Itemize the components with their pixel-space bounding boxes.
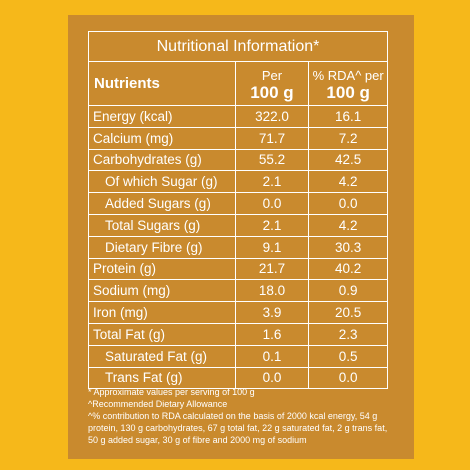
per-100g-value: 322.0: [234, 105, 310, 128]
header-per-unit: 100 g: [250, 82, 294, 102]
per-100g-value: 9.1: [234, 235, 310, 259]
nutrient-name: Total Fat (g): [88, 322, 236, 346]
nutrient-name: Total Sugars (g): [88, 213, 236, 237]
nutrient-name: Energy (kcal): [88, 105, 236, 128]
table-header: Nutrients Per 100 g % RDA^ per 100 g: [88, 61, 388, 106]
footnote-approx: * Approximate values per serving of 100 …: [88, 387, 255, 397]
per-100g-value: 18.0: [234, 279, 310, 303]
table-row: Energy (kcal) 322.0 16.1: [88, 105, 388, 128]
nutrient-name: Protein (g): [88, 257, 236, 281]
header-rda-per-100g: % RDA^ per 100 g: [308, 61, 388, 106]
header-per-100g: Per 100 g: [234, 61, 310, 106]
table-row: Total Fat (g) 1.6 2.3: [88, 322, 388, 346]
rda-value: 0.9: [308, 279, 388, 303]
table-row: Iron (mg) 3.9 20.5: [88, 301, 388, 324]
header-rda-label: % RDA^ per: [312, 67, 384, 83]
rda-value: 20.5: [308, 301, 388, 324]
rda-value: 30.3: [308, 235, 388, 259]
footnote-rda: ^Recommended Dietary Allowance: [88, 399, 228, 409]
per-100g-value: 0.1: [234, 344, 310, 368]
rda-value: 2.3: [308, 322, 388, 346]
footnote-basis: ^% contribution to RDA calculated on the…: [88, 411, 388, 445]
nutrient-name: Sodium (mg): [88, 279, 236, 303]
rda-value: 7.2: [308, 126, 388, 150]
per-100g-value: 55.2: [234, 148, 310, 172]
table-title: Nutritional Information*: [88, 31, 388, 62]
per-100g-value: 3.9: [234, 301, 310, 324]
rda-value: 0.0: [308, 366, 388, 390]
table-row: Of which Sugar (g) 2.1 4.2: [88, 170, 388, 194]
rda-value: 0.0: [308, 192, 388, 215]
per-100g-value: 0.0: [234, 192, 310, 215]
table-row: Carbohydrates (g) 55.2 42.5: [88, 148, 388, 172]
table-row: Calcium (mg) 71.7 7.2: [88, 126, 388, 150]
nutrient-name: Iron (mg): [88, 301, 236, 324]
nutrient-name: Saturated Fat (g): [88, 344, 236, 368]
nutrition-panel: Nutritional Information* Nutrients Per 1…: [68, 15, 414, 459]
rda-value: 16.1: [308, 105, 388, 128]
nutrient-name: Added Sugars (g): [88, 192, 236, 215]
nutrient-name: Dietary Fibre (g): [88, 235, 236, 259]
header-rda-unit: 100 g: [326, 82, 370, 102]
table-row: Trans Fat (g) 0.0 0.0: [88, 366, 388, 390]
nutrition-table: Nutritional Information* Nutrients Per 1…: [88, 31, 388, 390]
table-row: Saturated Fat (g) 0.1 0.5: [88, 344, 388, 368]
per-100g-value: 21.7: [234, 257, 310, 281]
per-100g-value: 2.1: [234, 170, 310, 194]
table-row: Sodium (mg) 18.0 0.9: [88, 279, 388, 303]
nutrient-rows: Energy (kcal) 322.0 16.1 Calcium (mg) 71.7 7.…: [88, 105, 388, 390]
nutrient-name: Trans Fat (g): [88, 366, 236, 390]
table-row: Protein (g) 21.7 40.2: [88, 257, 388, 281]
nutrient-name: Carbohydrates (g): [88, 148, 236, 172]
rda-value: 4.2: [308, 170, 388, 194]
nutrient-name: Calcium (mg): [88, 126, 236, 150]
footnotes: * Approximate values per serving of 100 …: [88, 386, 396, 446]
rda-value: 42.5: [308, 148, 388, 172]
rda-value: 40.2: [308, 257, 388, 281]
header-per-label: Per: [261, 67, 283, 83]
per-100g-value: 2.1: [234, 213, 310, 237]
table-row: Added Sugars (g) 0.0 0.0: [88, 192, 388, 215]
header-nutrients: Nutrients: [88, 61, 236, 106]
table-row: Dietary Fibre (g) 9.1 30.3: [88, 235, 388, 259]
rda-value: 4.2: [308, 213, 388, 237]
rda-value: 0.5: [308, 344, 388, 368]
per-100g-value: 71.7: [234, 126, 310, 150]
nutrient-name: Of which Sugar (g): [88, 170, 236, 194]
per-100g-value: 1.6: [234, 322, 310, 346]
table-row: Total Sugars (g) 2.1 4.2: [88, 213, 388, 237]
